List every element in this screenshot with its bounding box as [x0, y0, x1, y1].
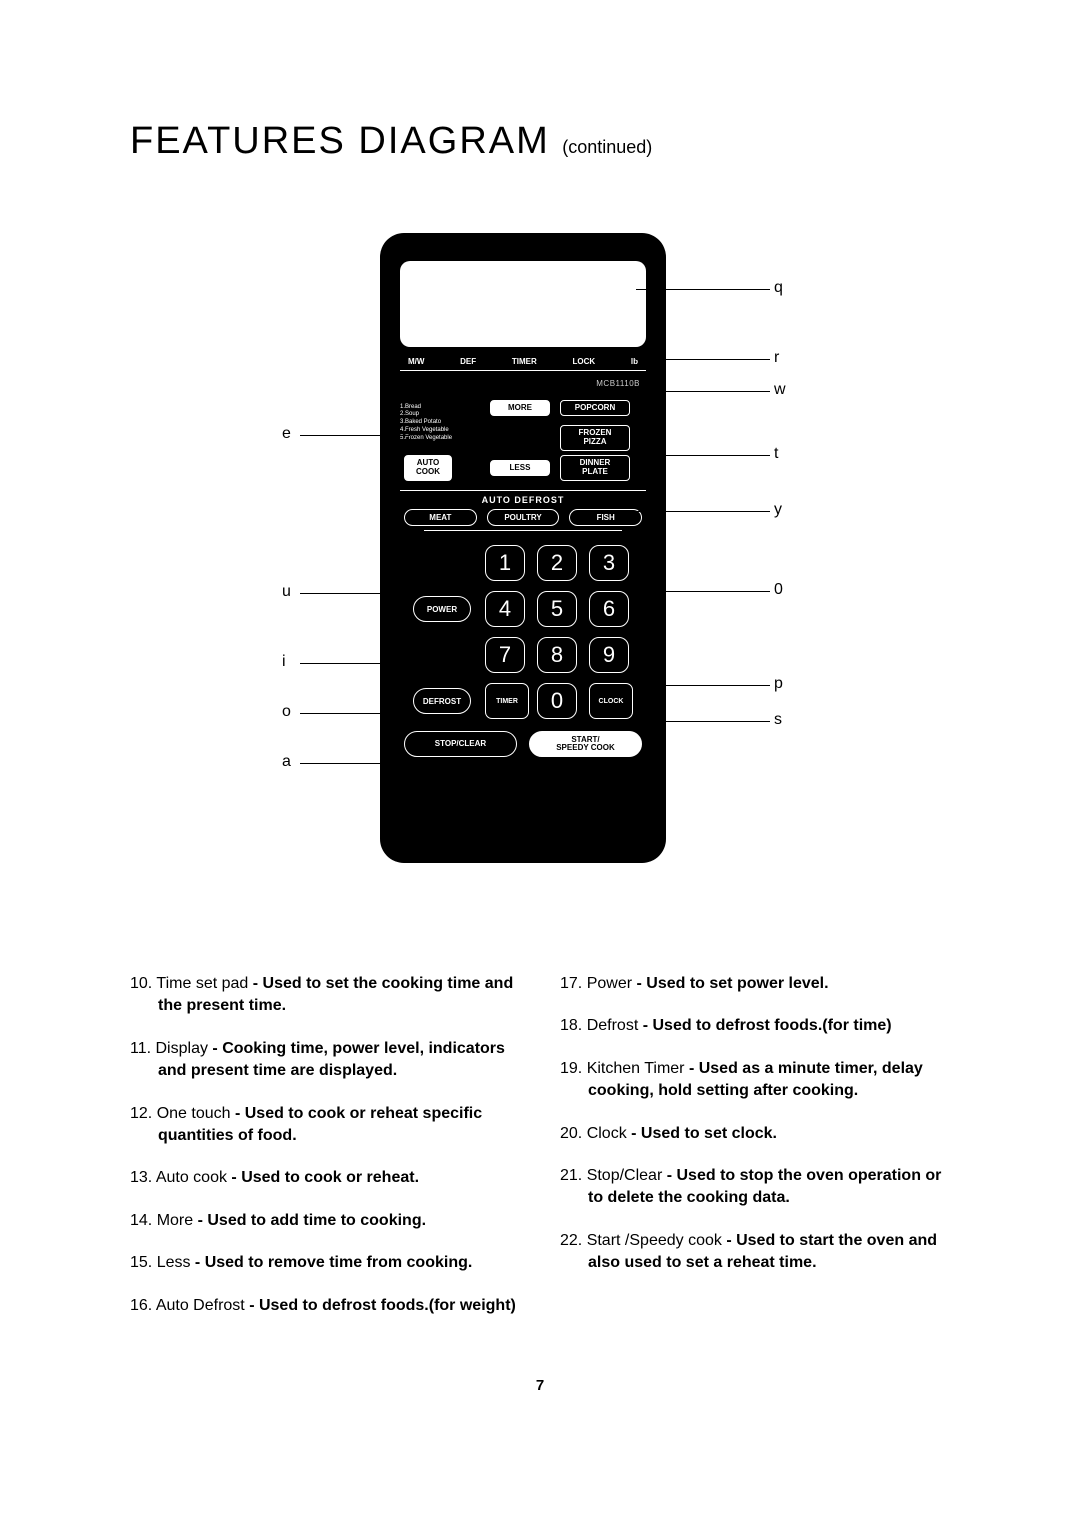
keypad-9[interactable]: 9 — [589, 637, 629, 673]
keypad-0[interactable]: 0 — [537, 683, 577, 719]
keypad-2[interactable]: 2 — [537, 545, 577, 581]
leader-line — [636, 289, 770, 290]
auto-cook-button[interactable]: AUTO COOK — [404, 455, 452, 481]
indicator: M/W — [408, 357, 424, 366]
microwave-control-panel: M/W DEF TIMER LOCK lb MCB1110B 1.Bread 2… — [380, 233, 666, 863]
callout-letter: i — [282, 653, 286, 671]
callout-letter: u — [282, 583, 291, 601]
start-speedy-cook-button[interactable]: START/ SPEEDY COOK — [529, 731, 642, 757]
keypad-4[interactable]: 4 — [485, 591, 525, 627]
leader-line — [636, 511, 770, 512]
more-button[interactable]: MORE — [490, 400, 550, 417]
bottom-button-row: STOP/CLEAR START/ SPEEDY COOK — [400, 731, 646, 757]
control-panel-diagram: M/W DEF TIMER LOCK lb MCB1110B 1.Bread 2… — [130, 233, 950, 913]
leader-line — [636, 685, 770, 686]
keypad-grid: 1 2 3 POWER 4 5 6 7 8 9 DEFROST TIMER 0 … — [400, 543, 646, 721]
divider — [400, 370, 646, 371]
model-number: MCB1110B — [400, 379, 646, 388]
callout-letter: t — [774, 445, 778, 463]
poultry-button[interactable]: POULTRY — [487, 509, 560, 526]
indicator: LOCK — [572, 357, 595, 366]
feature-item: 15. Less - Used to remove time from cook… — [130, 1252, 520, 1274]
page-title: FEATURES DIAGRAM (continued) — [130, 120, 950, 163]
leader-line — [636, 391, 770, 392]
leader-line — [636, 359, 770, 360]
dinner-plate-button[interactable]: DINNER PLATE — [560, 455, 630, 481]
callout-letter: a — [282, 753, 291, 771]
keypad-6[interactable]: 6 — [589, 591, 629, 627]
feature-item: 22. Start /Speedy cook - Used to start t… — [560, 1230, 950, 1275]
leader-line — [636, 455, 770, 456]
feature-item: 14. More - Used to add time to cooking. — [130, 1210, 520, 1232]
stop-clear-button[interactable]: STOP/CLEAR — [404, 731, 517, 757]
fish-button[interactable]: FISH — [569, 509, 642, 526]
callout-letter: e — [282, 425, 291, 443]
power-button[interactable]: POWER — [413, 596, 471, 622]
callout-letter: w — [774, 381, 786, 399]
less-button[interactable]: LESS — [490, 460, 550, 477]
auto-defrost-row: MEAT POULTRY FISH — [400, 509, 646, 526]
leader-line — [300, 593, 410, 594]
feature-item: 13. Auto cook - Used to cook or reheat. — [130, 1167, 520, 1189]
lcd-display — [400, 261, 646, 347]
leader-line — [300, 763, 410, 764]
feature-item: 16. Auto Defrost - Used to defrost foods… — [130, 1295, 520, 1317]
feature-item: 21. Stop/Clear - Used to stop the oven o… — [560, 1165, 950, 1210]
timer-button[interactable]: TIMER — [485, 683, 529, 719]
popcorn-button[interactable]: POPCORN — [560, 400, 630, 417]
keypad-7[interactable]: 7 — [485, 637, 525, 673]
defrost-button[interactable]: DEFROST — [413, 688, 471, 714]
leader-line — [636, 591, 770, 592]
divider — [424, 530, 622, 531]
keypad-5[interactable]: 5 — [537, 591, 577, 627]
feature-item: 12. One touch - Used to cook or reheat s… — [130, 1103, 520, 1148]
title-sub: (continued) — [562, 137, 652, 157]
keypad-8[interactable]: 8 — [537, 637, 577, 673]
feature-item: 19. Kitchen Timer - Used as a minute tim… — [560, 1058, 950, 1103]
feature-list: 10. Time set pad - Used to set the cooki… — [130, 973, 950, 1337]
callout-letter: q — [774, 279, 783, 297]
callout-letter: o — [282, 703, 291, 721]
page-number: 7 — [130, 1377, 950, 1394]
callout-letter: 0 — [774, 581, 783, 599]
feature-item: 10. Time set pad - Used to set the cooki… — [130, 973, 520, 1018]
onetouch-grid: 1.Bread 2.Soup 3.Baked Potato 4.Fresh Ve… — [400, 396, 646, 480]
auto-defrost-label: AUTO DEFROST — [400, 490, 646, 505]
feature-item: 17. Power - Used to set power level. — [560, 973, 950, 995]
keypad-1[interactable]: 1 — [485, 545, 525, 581]
leader-line — [300, 713, 410, 714]
feature-item: 11. Display - Cooking time, power level,… — [130, 1038, 520, 1083]
leader-line — [300, 435, 410, 436]
clock-button[interactable]: CLOCK — [589, 683, 633, 719]
callout-letter: s — [774, 711, 782, 729]
callout-letter: p — [774, 675, 783, 693]
frozen-pizza-button[interactable]: FROZEN PIZZA — [560, 425, 630, 451]
title-main: FEATURES DIAGRAM — [130, 120, 550, 162]
indicator: TIMER — [512, 357, 537, 366]
leader-line — [300, 663, 410, 664]
keypad-3[interactable]: 3 — [589, 545, 629, 581]
leader-line — [636, 721, 770, 722]
auto-cook-menu-list: 1.Bread 2.Soup 3.Baked Potato 4.Fresh Ve… — [400, 404, 480, 443]
indicator-row: M/W DEF TIMER LOCK lb — [400, 357, 646, 370]
feature-item: 20. Clock - Used to set clock. — [560, 1123, 950, 1145]
indicator: DEF — [460, 357, 476, 366]
callout-letter: y — [774, 501, 782, 519]
feature-item: 18. Defrost - Used to defrost foods.(for… — [560, 1015, 950, 1037]
callout-letter: r — [774, 349, 779, 367]
meat-button[interactable]: MEAT — [404, 509, 477, 526]
